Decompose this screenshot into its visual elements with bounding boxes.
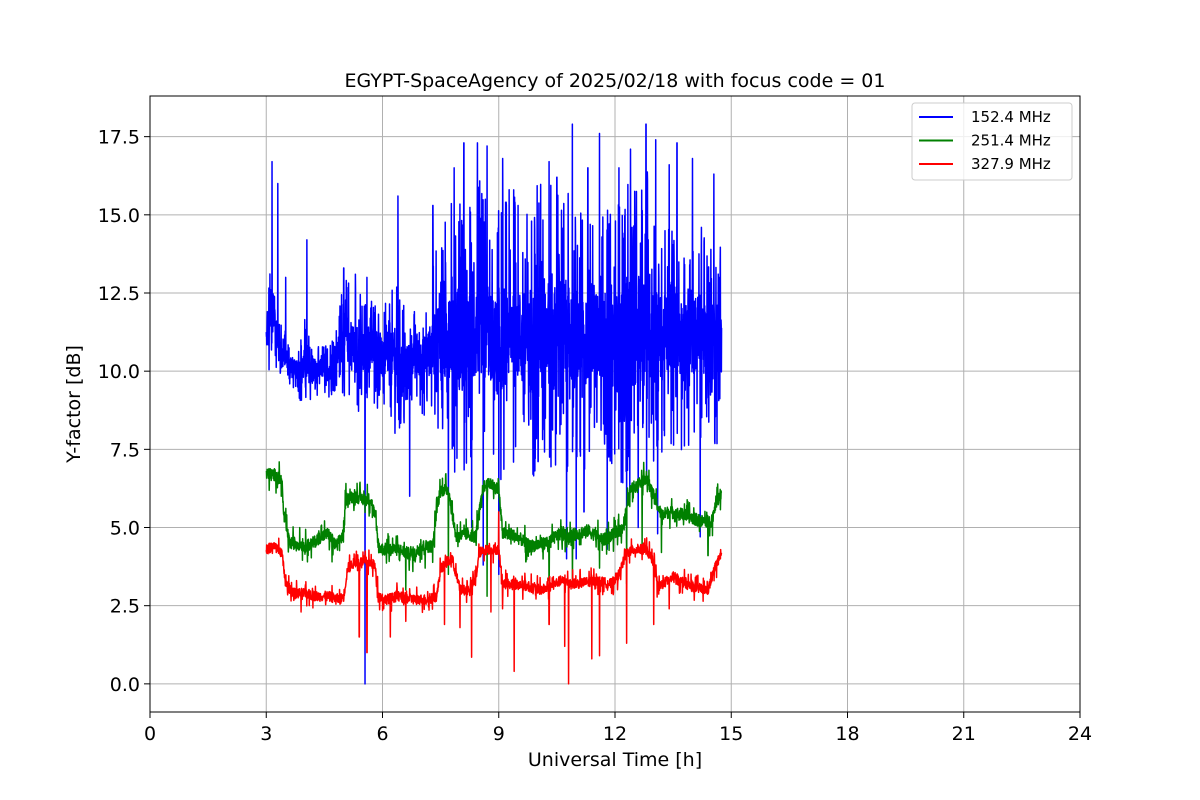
x-tick-label: 21 [952, 723, 976, 745]
series-line-0 [265, 123, 723, 685]
x-tick-label: 18 [835, 723, 859, 745]
series-line-2 [265, 511, 723, 685]
series-line-1 [265, 461, 723, 598]
legend-label: 152.4 MHz [971, 108, 1051, 126]
y-tick-label: 17.5 [98, 127, 140, 149]
x-tick-label: 12 [603, 723, 627, 745]
legend-label: 251.4 MHz [971, 132, 1051, 150]
y-tick-label: 10.0 [98, 361, 140, 383]
y-axis-label: Y-factor [dB] [63, 345, 85, 464]
y-tick-label: 7.5 [110, 439, 140, 461]
x-tick-label: 15 [719, 723, 743, 745]
x-axis: 0 3 6 9 12 15 18 21 24 [144, 712, 1092, 745]
y-tick-label: 12.5 [98, 283, 140, 305]
x-axis-label: Universal Time [h] [528, 749, 702, 771]
legend: 152.4 MHz 251.4 MHz 327.9 MHz [911, 102, 1073, 181]
plot-area [265, 123, 723, 685]
y-tick-label: 5.0 [110, 518, 140, 540]
y-tick-label: 2.5 [110, 596, 140, 618]
legend-label: 327.9 MHz [971, 155, 1051, 173]
y-tick-label: 0.0 [110, 674, 140, 696]
legend-box [911, 102, 1073, 181]
x-tick-label: 9 [493, 723, 505, 745]
x-tick-label: 3 [260, 723, 272, 745]
x-tick-label: 0 [144, 723, 156, 745]
chart-title: EGYPT-SpaceAgency of 2025/02/18 with foc… [345, 70, 886, 92]
x-tick-label: 24 [1068, 723, 1092, 745]
y-axis: 0.0 2.5 5.0 7.5 10.0 12.5 15.0 17.5 [98, 127, 150, 696]
x-tick-label: 6 [376, 723, 388, 745]
y-tick-label: 15.0 [98, 205, 140, 227]
